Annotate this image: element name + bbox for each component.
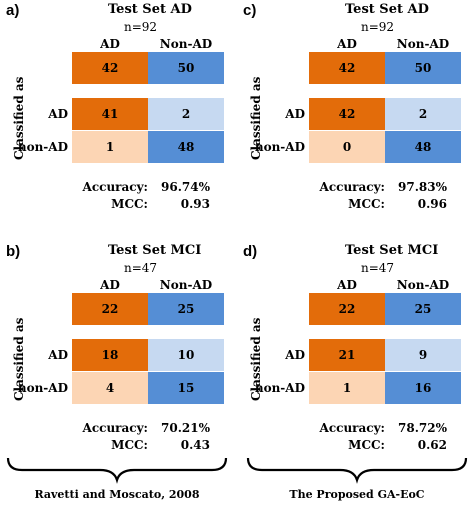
panel-letter: d) <box>243 243 258 260</box>
metric-value: 0.43 <box>180 438 210 452</box>
metric-label: MCC: <box>111 438 148 452</box>
row-label: AD <box>48 348 68 362</box>
metric-label: MCC: <box>348 197 385 211</box>
panel-d: d) Test Set MCI n=47 AD Non-AD 22 25 AD 21 9 non-A… <box>237 241 474 494</box>
metric-label: Accuracy: <box>82 421 148 435</box>
column-header-non-ad: Non-AD <box>159 278 213 292</box>
matrix-cell: 4 <box>72 372 148 404</box>
metric-value: 97.83% <box>398 180 447 194</box>
sample-size: n=92 <box>124 20 158 34</box>
column-header-ad: AD <box>100 278 120 292</box>
panel-title: Test Set AD <box>345 2 429 17</box>
panel-c: c) Test Set AD n=92 AD Non-AD 42 50 AD 42 2 non-AD… <box>237 0 474 253</box>
matrix-cell: 1 <box>72 131 148 163</box>
metric-label: Accuracy: <box>319 421 385 435</box>
matrix-cell: 48 <box>385 131 461 163</box>
panel-title: Test Set MCI <box>108 243 202 258</box>
sample-size: n=47 <box>124 261 158 275</box>
row-label: non-AD <box>17 381 68 395</box>
matrix-cell: 2 <box>148 98 224 130</box>
panel-a: a) Test Set AD n=92 AD Non-AD 42 50 AD 41 2 non-AD… <box>0 0 237 253</box>
matrix-cell: 1 <box>309 372 385 404</box>
metric-value: 0.62 <box>417 438 447 452</box>
row-label: AD <box>48 107 68 121</box>
matrix-cell: 9 <box>385 339 461 371</box>
sample-size: n=47 <box>361 261 395 275</box>
matrix-cell: 16 <box>385 372 461 404</box>
panel-title: Test Set AD <box>108 2 192 17</box>
row-label: non-AD <box>17 140 68 154</box>
row-label: AD <box>285 348 305 362</box>
column-header-non-ad: Non-AD <box>159 37 213 51</box>
metric-label: Accuracy: <box>319 180 385 194</box>
total-cell-non-ad: 50 <box>148 52 224 84</box>
metric-value: 0.93 <box>180 197 210 211</box>
total-cell-ad: 42 <box>309 52 385 84</box>
column-header-ad: AD <box>337 278 357 292</box>
matrix-cell: 18 <box>72 339 148 371</box>
row-label: non-AD <box>254 381 305 395</box>
matrix-cell: 48 <box>148 131 224 163</box>
panel-letter: c) <box>243 2 257 19</box>
matrix-cell: 0 <box>309 131 385 163</box>
caption-left: Ravetti and Moscato, 2008 <box>34 488 200 501</box>
row-label: AD <box>285 107 305 121</box>
metric-value: 0.96 <box>417 197 447 211</box>
caption-right: The Proposed GA-EoC <box>289 488 425 501</box>
panel-letter: a) <box>6 2 20 19</box>
column-header-non-ad: Non-AD <box>396 278 450 292</box>
matrix-cell: 15 <box>148 372 224 404</box>
total-cell-ad: 22 <box>72 293 148 325</box>
left-brace <box>6 457 228 484</box>
column-header-ad: AD <box>100 37 120 51</box>
matrix-cell: 10 <box>148 339 224 371</box>
column-header-ad: AD <box>337 37 357 51</box>
right-brace <box>246 457 468 484</box>
metric-label: MCC: <box>111 197 148 211</box>
sample-size: n=92 <box>361 20 395 34</box>
column-header-non-ad: Non-AD <box>396 37 450 51</box>
metric-label: Accuracy: <box>82 180 148 194</box>
matrix-cell: 42 <box>309 98 385 130</box>
matrix-cell: 41 <box>72 98 148 130</box>
row-label: non-AD <box>254 140 305 154</box>
panel-title: Test Set MCI <box>345 243 439 258</box>
panel-b: b) Test Set MCI n=47 AD Non-AD 22 25 AD 18 10 non-… <box>0 241 237 494</box>
total-cell-ad: 42 <box>72 52 148 84</box>
metric-value: 96.74% <box>161 180 210 194</box>
total-cell-non-ad: 25 <box>385 293 461 325</box>
matrix-cell: 2 <box>385 98 461 130</box>
metric-value: 70.21% <box>161 421 210 435</box>
metric-label: MCC: <box>348 438 385 452</box>
panel-letter: b) <box>6 243 21 260</box>
metric-value: 78.72% <box>398 421 447 435</box>
total-cell-ad: 22 <box>309 293 385 325</box>
matrix-cell: 21 <box>309 339 385 371</box>
total-cell-non-ad: 50 <box>385 52 461 84</box>
total-cell-non-ad: 25 <box>148 293 224 325</box>
